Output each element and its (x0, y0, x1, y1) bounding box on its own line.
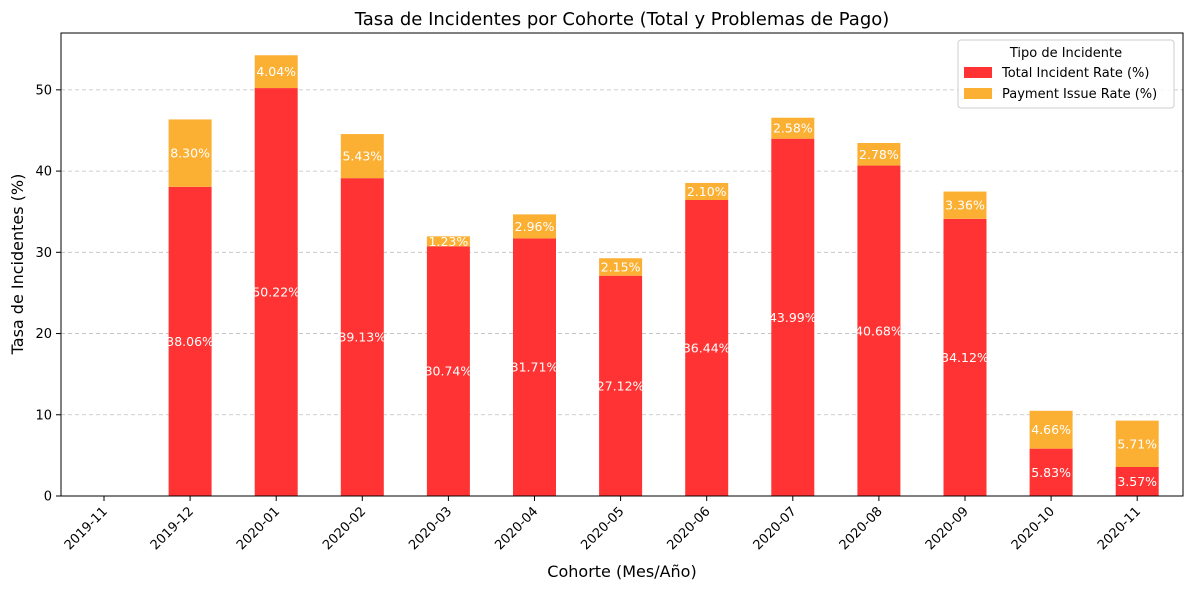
bar-payment-issue-rate (599, 258, 643, 276)
x-tick-label: 2020-02 (320, 504, 369, 553)
data-label-total: 30.74% (425, 364, 473, 379)
data-labels: 38.06% 8.30% 50.22% 4.04% 39.13% 5.43% 30.74% 1… (166, 64, 1157, 489)
x-tick-label: 2020-11 (1095, 504, 1144, 553)
x-axis-ticks: 2019-11 2019-12 2020-01 2020-02 2020-03 2020-… (62, 496, 1144, 553)
y-tick-label: 0 (44, 490, 52, 505)
plot-area-frame (60, 32, 1184, 497)
chart-title: Tasa de Incidentes por Cohorte (Total y … (354, 9, 890, 30)
x-tick-label: 2020-06 (665, 504, 714, 553)
data-label-total: 34.12% (941, 350, 989, 365)
data-label-payment: 2.15% (601, 259, 641, 274)
bar-payment-issue-rate (340, 134, 384, 179)
legend-label-total: Total Incident Rate (%) (1001, 66, 1149, 81)
data-label-payment: 4.66% (1031, 422, 1071, 437)
legend-label-payment: Payment Issue Rate (%) (1002, 87, 1157, 102)
data-label-total: 43.99% (769, 310, 817, 325)
legend-title: Tipo de Incidente (1009, 46, 1122, 61)
bar-total-incident-rate (513, 238, 556, 497)
data-label-payment: 2.78% (859, 147, 899, 162)
x-tick-label: 2020-08 (837, 504, 886, 553)
bar-payment-issue-rate (513, 214, 556, 239)
data-label-payment: 2.10% (687, 184, 727, 199)
bar-payment-issue-rate (426, 236, 470, 247)
x-tick-label: 2019-11 (62, 504, 111, 553)
data-label-total: 5.83% (1031, 465, 1071, 480)
bar-total-incident-rate (685, 200, 729, 496)
data-label-payment: 3.36% (945, 198, 985, 213)
data-label-payment: 5.71% (1117, 436, 1157, 451)
data-label-payment: 2.96% (515, 219, 555, 234)
data-label-total: 3.57% (1117, 474, 1157, 489)
y-tick-label: 20 (35, 327, 52, 342)
bar-total-incident-rate (857, 165, 901, 496)
bar-total-incident-rate (340, 178, 384, 497)
bar-payment-issue-rate (254, 55, 298, 89)
legend: Tipo de Incidente Total Incident Rate (%… (957, 39, 1175, 109)
legend-swatch-payment (964, 88, 992, 99)
bar-payment-issue-rate (943, 191, 987, 219)
x-tick-label: 2020-09 (923, 504, 972, 553)
x-tick-label: 2020-10 (1009, 504, 1058, 553)
bar-total-incident-rate (1115, 467, 1159, 496)
data-label-payment: 4.04% (256, 64, 296, 79)
legend-swatch-total (964, 67, 992, 78)
bar-total-incident-rate (599, 275, 643, 496)
bar-total-incident-rate (943, 218, 987, 496)
data-label-total: 38.06% (166, 334, 214, 349)
y-tick-label: 40 (35, 165, 52, 180)
data-label-total: 39.13% (338, 330, 386, 345)
bar-payment-issue-rate (685, 182, 729, 201)
data-label-total: 40.68% (855, 323, 903, 338)
x-tick-label: 2020-07 (751, 504, 800, 553)
bar-payment-issue-rate (1029, 410, 1073, 449)
data-label-total: 36.44% (683, 341, 731, 356)
x-axis-label: Cohorte (Mes/Año) (547, 562, 696, 581)
bars (168, 55, 1159, 497)
bar-total-incident-rate (1029, 448, 1073, 496)
bar-total-incident-rate (426, 246, 470, 496)
x-tick-label: 2020-05 (578, 504, 627, 553)
x-tick-label: 2020-04 (492, 504, 541, 553)
y-tick-label: 50 (35, 83, 52, 98)
bar-total-incident-rate (168, 186, 212, 497)
data-label-payment: 5.43% (342, 149, 382, 164)
bar-payment-issue-rate (857, 142, 901, 166)
bar-total-incident-rate (254, 88, 298, 496)
data-label-payment: 1.23% (429, 234, 469, 249)
bar-payment-issue-rate (168, 119, 212, 187)
y-tick-label: 10 (35, 408, 52, 423)
data-label-total: 31.71% (511, 360, 559, 375)
y-axis-label: Tasa de Incidentes (%) (8, 174, 27, 356)
y-axis-ticks: 0 10 20 30 40 50 (35, 83, 61, 505)
x-tick-label: 2020-01 (234, 504, 283, 553)
bar-payment-issue-rate (1115, 420, 1159, 468)
x-tick-label: 2019-12 (148, 504, 197, 553)
data-label-total: 27.12% (597, 378, 645, 393)
bar-total-incident-rate (771, 138, 815, 496)
data-label-total: 50.22% (252, 285, 300, 300)
data-label-payment: 2.58% (773, 121, 813, 136)
x-tick-label: 2020-03 (406, 504, 455, 553)
legend-box (957, 39, 1175, 109)
y-tick-label: 30 (35, 246, 52, 261)
bar-payment-issue-rate (771, 117, 815, 139)
data-label-payment: 8.30% (170, 146, 210, 161)
